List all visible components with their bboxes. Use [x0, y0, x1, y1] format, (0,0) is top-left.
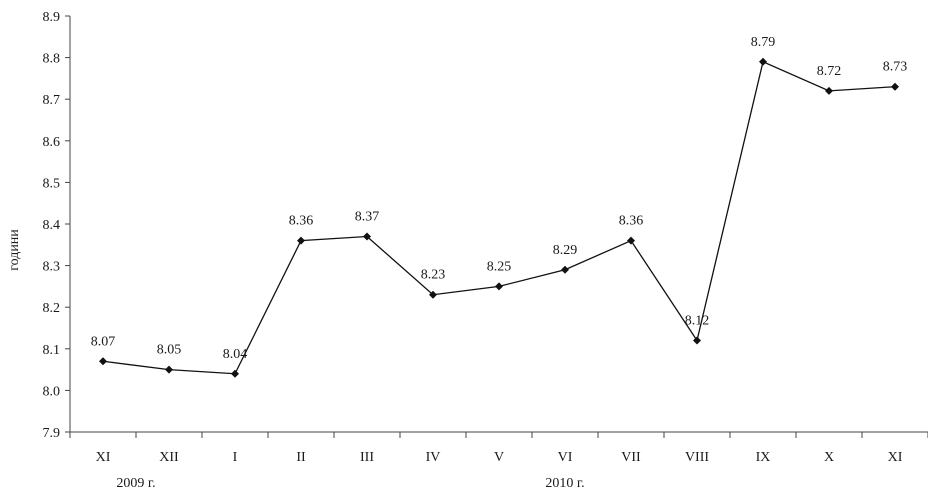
y-tick-label: 8.6 [43, 135, 61, 150]
x-tick-label: III [360, 450, 374, 465]
data-label: 8.37 [355, 209, 380, 224]
y-tick-label: 8.2 [43, 301, 61, 316]
data-point [429, 290, 437, 299]
y-tick-label: 7.9 [43, 426, 61, 441]
x-tick-label: VIII [685, 450, 709, 465]
x-tick-label: IV [426, 450, 441, 465]
y-axis-label: години [7, 229, 22, 271]
series-group [99, 57, 899, 378]
year-label: 2009 г. [116, 476, 155, 491]
data-labels: 8.07 8.05 8.04 8.36 8.37 8.23 8.25 8.29 8.36 8.12… [91, 35, 908, 362]
data-label: 8.12 [685, 313, 710, 328]
data-label: 8.29 [553, 243, 578, 258]
data-point [495, 282, 503, 291]
y-tick-label: 8.3 [43, 260, 61, 275]
series-line [102, 60, 896, 375]
data-label: 8.05 [157, 343, 182, 358]
data-point [561, 265, 569, 274]
data-label: 8.73 [883, 60, 908, 75]
x-tick-label: V [494, 450, 504, 465]
data-label: 8.23 [421, 268, 446, 283]
data-point [165, 365, 173, 374]
y-tick-label: 8.8 [43, 52, 61, 67]
data-label: 8.25 [487, 259, 512, 274]
data-point [825, 86, 833, 95]
x-tick-label: XI [888, 450, 903, 465]
data-point [627, 236, 635, 245]
data-label: 8.04 [223, 347, 248, 362]
data-point [693, 336, 701, 345]
y-tick-label: 8.1 [43, 343, 61, 358]
year-labels: 2009 г. 2010 г. [116, 476, 584, 491]
data-label: 8.79 [751, 35, 776, 50]
x-tick-label: XI [96, 450, 111, 465]
x-axis-ticks: XI XII I II III IV V VI VII VIII IX X XI [69, 432, 928, 465]
x-tick-label: XII [159, 450, 179, 465]
data-label: 8.36 [289, 214, 314, 229]
y-tick-label: 8.7 [43, 93, 61, 108]
y-axis-ticks: 7.9 8.0 8.1 8.2 8.3 8.4 8.5 8.6 8.7 8.8 8.9 [43, 10, 70, 441]
data-point [363, 232, 371, 241]
x-tick-label: IX [756, 450, 771, 465]
x-tick-label: VII [621, 450, 641, 465]
data-label: 8.07 [91, 334, 116, 349]
y-tick-label: 8.9 [43, 10, 61, 25]
y-tick-label: 8.4 [43, 218, 61, 233]
data-point [297, 236, 305, 245]
data-point [99, 357, 107, 366]
x-tick-label: II [296, 450, 306, 465]
year-label: 2010 г. [545, 476, 584, 491]
x-tick-label: VI [558, 450, 573, 465]
data-point [759, 57, 767, 66]
x-tick-label: X [824, 450, 834, 465]
data-label: 8.72 [817, 64, 842, 79]
x-tick-label: I [233, 450, 238, 465]
y-tick-label: 8.5 [43, 176, 61, 191]
data-point [891, 82, 899, 91]
y-tick-label: 8.0 [43, 384, 61, 399]
data-point [231, 369, 239, 378]
data-label: 8.36 [619, 214, 644, 229]
